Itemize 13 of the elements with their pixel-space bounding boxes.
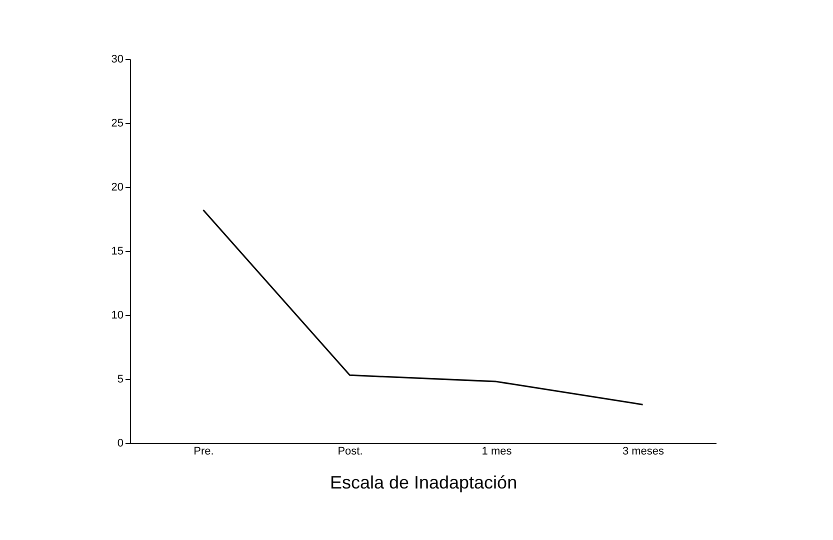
y-tick-label: 20 bbox=[111, 182, 124, 194]
x-tick-label: Pre. bbox=[194, 446, 214, 458]
x-tick-label: 1 mes bbox=[482, 446, 512, 458]
y-tick-label: 15 bbox=[111, 246, 124, 258]
y-tick-label: 0 bbox=[117, 438, 124, 450]
y-tick-label: 25 bbox=[111, 118, 124, 130]
y-tick-label: 30 bbox=[111, 54, 124, 66]
y-tick-label: 10 bbox=[111, 310, 124, 322]
x-tick-label: Post. bbox=[338, 446, 363, 458]
y-tick-label: 5 bbox=[117, 374, 124, 386]
x-axis-title: Escala de Inadaptación bbox=[330, 472, 518, 492]
line-series bbox=[202, 209, 644, 406]
x-tick-label: 3 meses bbox=[622, 446, 665, 458]
